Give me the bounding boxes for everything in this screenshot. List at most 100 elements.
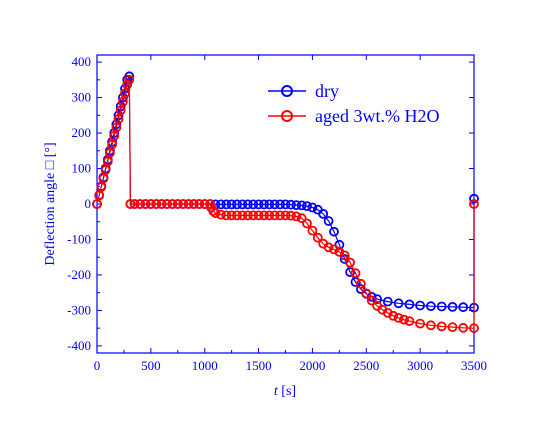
data-point	[237, 199, 248, 210]
y-tick-label: 100	[72, 161, 92, 176]
data-point	[307, 225, 318, 236]
data-point	[469, 199, 479, 209]
data-point	[98, 173, 109, 184]
data-point	[140, 199, 151, 209]
x-axis-title: t [s]	[274, 384, 296, 399]
axis-tick-labels: 0 500 1000 1500 2000 2500 3000 3500-400-300-200…	[67, 54, 487, 373]
data-point	[345, 257, 356, 268]
data-point	[242, 199, 253, 210]
data-point	[269, 199, 280, 210]
data-point	[259, 199, 269, 210]
data-point	[237, 210, 248, 221]
data-point	[404, 299, 415, 310]
x-tick-label: 1000	[192, 358, 218, 373]
series-line	[96, 79, 475, 329]
data-point	[210, 208, 221, 219]
data-point	[208, 206, 219, 217]
legend-item-aged: aged 3wt.% H2O	[268, 106, 439, 126]
data-point	[447, 301, 458, 312]
legend-item-dry: dry	[268, 81, 339, 101]
data-point	[96, 182, 107, 192]
data-point	[151, 199, 162, 209]
data-point	[275, 210, 286, 221]
legend-label-dry: dry	[315, 81, 339, 101]
series-layer	[92, 71, 479, 334]
y-axis-title: Deflection angle □ [°]	[43, 142, 58, 265]
data-point	[111, 122, 122, 133]
data-point	[458, 302, 469, 313]
data-point	[399, 314, 409, 325]
y-tick-label: -200	[67, 267, 91, 282]
data-point	[291, 211, 302, 222]
data-point	[232, 199, 242, 210]
data-point	[221, 199, 232, 210]
x-tick-label: 0	[94, 358, 101, 373]
data-point	[361, 288, 372, 299]
data-point	[215, 209, 226, 220]
data-point	[388, 310, 399, 321]
data-point	[393, 298, 404, 309]
data-point	[285, 199, 296, 210]
data-point	[285, 210, 296, 221]
data-point	[129, 199, 140, 209]
data-point	[415, 300, 426, 311]
data-point	[436, 321, 447, 332]
data-point	[100, 164, 111, 175]
data-point	[469, 323, 479, 334]
x-tick-label: 1500	[246, 358, 272, 373]
y-tick-label: 400	[72, 54, 92, 69]
data-point	[302, 201, 312, 212]
data-point	[458, 322, 469, 333]
data-point	[135, 199, 146, 209]
x-tick-label: 3500	[461, 358, 487, 373]
data-point	[102, 156, 113, 167]
data-point	[107, 139, 117, 150]
data-point	[415, 318, 426, 329]
data-point	[329, 244, 339, 255]
legend-label-aged: aged 3wt.% H2O	[315, 106, 439, 126]
data-point	[120, 88, 130, 99]
data-point	[447, 322, 458, 333]
x-tick-label: 2000	[299, 358, 325, 373]
data-point	[269, 210, 280, 221]
data-point	[94, 190, 105, 201]
data-point	[329, 226, 339, 237]
data-point	[188, 199, 199, 209]
data-point	[105, 147, 115, 158]
data-point	[226, 210, 237, 221]
legend: dry aged 3wt.% H2O	[268, 81, 439, 126]
data-point	[253, 199, 264, 210]
data-point	[226, 199, 237, 210]
x-tick-label: 2500	[353, 358, 379, 373]
data-point	[167, 199, 178, 209]
data-point	[355, 278, 366, 289]
data-point	[122, 79, 133, 90]
data-point	[339, 250, 350, 261]
data-point	[145, 199, 156, 209]
data-point	[436, 301, 447, 312]
data-point	[425, 320, 436, 331]
legend-marker-dry	[281, 85, 293, 97]
data-point	[162, 199, 172, 209]
data-point	[382, 296, 393, 307]
data-point	[296, 200, 307, 211]
data-point	[156, 199, 167, 209]
data-point	[115, 105, 126, 116]
data-point	[275, 199, 286, 210]
data-point	[264, 210, 275, 221]
data-point	[221, 210, 232, 221]
data-point	[291, 200, 302, 211]
data-point	[366, 295, 377, 306]
data-point	[124, 74, 135, 85]
y-tick-label: 200	[72, 125, 92, 140]
y-tick-label: 300	[72, 90, 92, 105]
data-point	[345, 267, 356, 278]
data-point	[323, 242, 334, 253]
data-point	[307, 202, 318, 213]
data-point	[232, 210, 242, 221]
data-point	[215, 199, 226, 210]
y-tick-label: -400	[67, 338, 91, 353]
data-point	[372, 294, 383, 305]
axis-ticks	[96, 55, 475, 353]
